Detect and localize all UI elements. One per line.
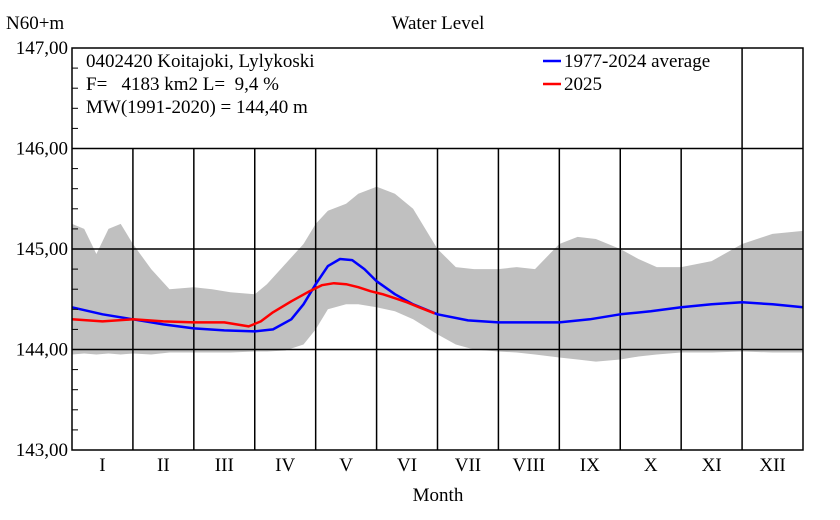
y-tick-labels: 143,00 144,00 145,00 146,00 147,00	[16, 38, 68, 461]
y-axis-label: N60+m	[6, 13, 64, 34]
x-tick-label-IX: IX	[580, 455, 600, 476]
series-line-0	[71, 257, 804, 333]
x-tick-label-VI: VI	[397, 455, 417, 476]
info-mean-water: MW(1991-2020) = 144,40 m	[86, 97, 308, 118]
x-axis-label: Month	[413, 485, 464, 506]
grid-layer	[72, 48, 803, 450]
legend: 1977-2024 average 2025	[543, 51, 710, 95]
plot-frame	[71, 47, 804, 451]
y-tick-label-0: 143,00	[16, 440, 68, 461]
info-box: 0402420 Koitajoki, Lylykoski F= 4183 km2…	[86, 51, 315, 118]
y-tick-label-1: 144,00	[16, 340, 68, 361]
x-tick-label-I: I	[99, 455, 105, 476]
info-station: 0402420 Koitajoki, Lylykoski	[86, 51, 315, 72]
series-line-1	[71, 281, 435, 328]
chart-title: Water Level	[392, 13, 485, 34]
x-tick-label-VII: VII	[455, 455, 481, 476]
x-tick-label-XII: XII	[759, 455, 785, 476]
y-tick-label-3: 146,00	[16, 139, 68, 160]
x-tick-label-IV: IV	[275, 455, 295, 476]
x-tick-labels: I II III IV V VI VII VIII IX X XI XII	[99, 455, 785, 476]
x-tick-label-VIII: VIII	[513, 455, 546, 476]
y-tick-label-2: 145,00	[16, 239, 68, 260]
series-layer	[71, 257, 804, 333]
y-tick-label-4: 147,00	[16, 38, 68, 59]
info-area: F= 4183 km2 L= 9,4 %	[86, 74, 279, 95]
x-tick-label-V: V	[339, 455, 353, 476]
x-tick-label-X: X	[644, 455, 658, 476]
x-tick-label-III: III	[215, 455, 234, 476]
x-tick-label-XI: XI	[702, 455, 722, 476]
legend-label-average: 1977-2024 average	[564, 51, 710, 72]
legend-label-2025: 2025	[564, 74, 602, 95]
x-tick-label-II: II	[157, 455, 170, 476]
plot-frame-layer	[71, 47, 804, 451]
